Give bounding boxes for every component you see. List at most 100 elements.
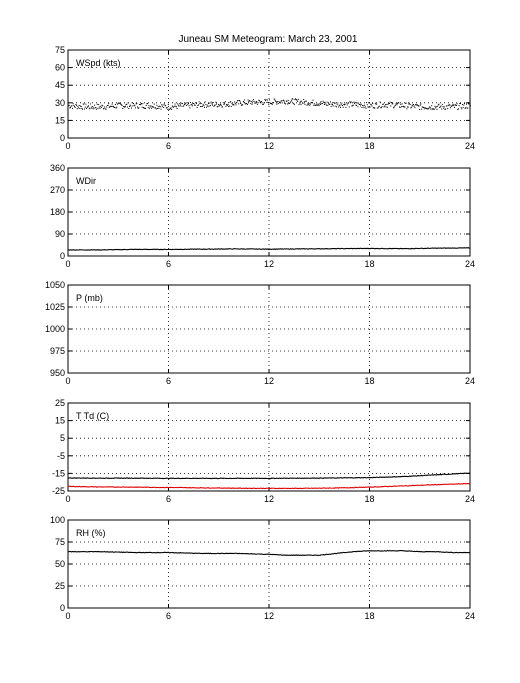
panel-0: 0 6 12 18 24 0 15 30 45 60 75 WSpd (kts) [55,45,475,151]
data-point [151,107,153,109]
data-point [428,107,430,109]
data-point [415,104,417,106]
data-point [86,108,88,110]
data-point [260,101,262,103]
data-point [231,102,233,104]
data-point [264,99,266,101]
data-point [241,104,243,106]
data-point [277,101,279,103]
data-point [337,102,339,104]
data-point [135,103,137,105]
data-point [396,104,398,106]
data-point [396,103,398,105]
data-point [286,100,288,102]
data-point [397,102,399,104]
x-tick-label: 18 [364,494,374,504]
data-point [348,102,350,104]
data-point [252,98,254,100]
data-point [150,105,152,107]
data-point [75,104,77,106]
data-point [370,104,372,106]
data-point [362,105,364,107]
data-point [330,105,332,107]
data-point [467,103,469,105]
data-point [333,102,335,104]
data-point [424,107,426,109]
data-point [313,103,315,105]
data-point [372,102,374,104]
data-point [453,106,455,108]
data-point [348,106,350,108]
data-point [387,103,389,105]
data-point [378,106,380,108]
data-point [385,106,387,108]
data-point [180,105,182,107]
x-tick-label: 24 [465,376,475,386]
data-point [240,104,242,106]
data-point [202,103,204,105]
data-point [133,104,135,106]
y-tick-label: 75 [55,45,65,55]
data-point [177,103,179,105]
data-point [263,102,265,104]
data-point [373,107,375,109]
data-point [220,103,222,105]
data-point [338,106,340,108]
data-point [225,105,227,107]
data-point [214,104,216,106]
data-point [108,103,110,105]
data-point [394,104,396,106]
data-point [288,102,290,104]
data-point [145,107,147,109]
data-point [322,100,324,102]
data-point [393,106,395,108]
data-point [290,101,292,103]
x-tick-label: 18 [364,259,374,269]
data-point [196,106,198,108]
data-point [148,105,150,107]
data-point [353,101,355,103]
data-point [346,102,348,104]
data-point [268,104,270,106]
data-point [102,105,104,107]
data-point [230,105,232,107]
data-point [76,104,78,106]
data-point [253,100,255,102]
x-tick-label: 0 [65,611,70,621]
y-tick-label: 270 [50,185,65,195]
data-point [372,107,374,109]
data-point [386,106,388,108]
y-tick-label: 950 [50,368,65,378]
data-point [274,99,276,101]
data-point [461,108,463,110]
data-point [398,106,400,108]
data-point [258,99,260,101]
data-point [303,99,305,101]
data-point [465,103,467,105]
data-point [350,102,352,104]
data-point [346,104,348,106]
data-point [266,101,268,103]
data-point [361,106,363,108]
data-point [122,106,124,108]
data-point [408,103,410,105]
data-point [273,102,275,104]
data-point [175,105,177,107]
data-point [325,104,327,106]
data-point [282,100,284,102]
data-point [80,105,82,107]
data-point [333,102,335,104]
data-point [96,103,98,105]
data-point [277,103,279,105]
x-tick-label: 12 [264,611,274,621]
data-point [111,103,113,105]
data-point [122,107,124,109]
data-point [312,99,314,101]
data-point [395,103,397,105]
data-point [421,106,423,108]
data-point [343,103,345,105]
data-point [88,107,90,109]
data-point [132,102,134,104]
data-point [119,103,121,105]
data-point [332,105,334,107]
